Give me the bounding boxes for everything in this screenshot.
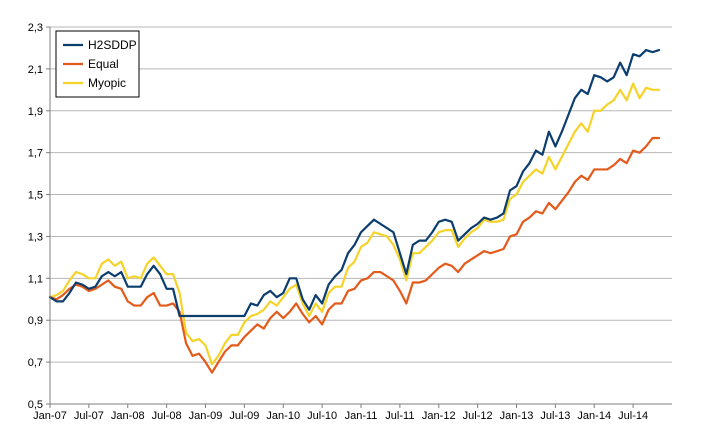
x-tick-label: Jul-09	[229, 410, 259, 422]
series-lines	[48, 48, 661, 374]
y-tick-label: 1,3	[28, 231, 43, 243]
y-tick-label: 0,7	[28, 357, 43, 369]
y-tick-label: 1,9	[28, 106, 43, 118]
y-tick-label: 1,7	[28, 148, 43, 160]
series-line-h2sddp	[48, 48, 661, 318]
series-line-myopic	[48, 82, 661, 366]
series-line-equal	[48, 136, 661, 374]
x-tick-label: Jul-08	[152, 410, 182, 422]
x-tick-label: Jul-07	[74, 410, 104, 422]
legend-label-h2sddp: H2SDDP	[88, 38, 137, 52]
x-tick-label: Jan-07	[33, 410, 67, 422]
y-tick-label: 1,5	[28, 190, 43, 202]
gridlines	[50, 26, 672, 405]
x-tick-label: Jul-11	[385, 410, 414, 422]
y-tick-label: 2,3	[28, 22, 43, 34]
x-tick-label: Jan-13	[500, 410, 534, 422]
x-axis-ticks: Jan-07 Jul-07 Jan-08 Jul-08 Jan-09 Jul-09 Jan-…	[33, 404, 648, 422]
x-tick-label: Jan-10	[266, 410, 300, 422]
x-tick-label: Jul-12	[463, 410, 493, 422]
legend-label-myopic: Myopic	[88, 76, 126, 90]
x-tick-label: Jul-14	[618, 410, 648, 422]
y-tick-label: 2,1	[28, 64, 43, 76]
x-tick-label: Jan-14	[577, 410, 611, 422]
x-tick-label: Jan-12	[422, 410, 456, 422]
x-tick-label: Jul-10	[307, 410, 337, 422]
y-tick-label: 1,1	[28, 273, 43, 285]
y-tick-label: 0,5	[28, 399, 43, 411]
x-tick-label: Jan-11	[345, 410, 378, 422]
y-axis-ticks: 0,5 0,7 0,9 1,1 1,3 1,5 1,7 1,9 2,1 2,3	[28, 22, 50, 411]
y-tick-label: 0,9	[28, 315, 43, 327]
legend: H2SDDP Equal Myopic	[55, 30, 140, 98]
x-tick-label: Jan-09	[189, 410, 223, 422]
x-tick-label: Jul-13	[540, 410, 570, 422]
x-tick-label: Jan-08	[111, 410, 145, 422]
legend-label-equal: Equal	[88, 57, 119, 71]
